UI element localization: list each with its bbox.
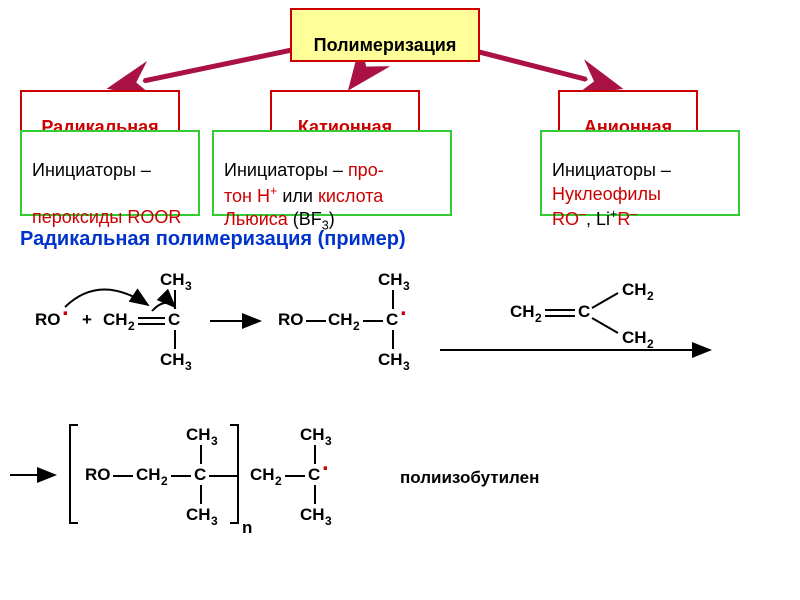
- svg-text:CH: CH: [160, 350, 185, 369]
- svg-text:RO: RO: [278, 310, 304, 329]
- svg-text:C: C: [168, 310, 180, 329]
- svg-text:3: 3: [211, 434, 218, 448]
- svg-text:2: 2: [535, 311, 542, 325]
- svg-text:C: C: [578, 302, 590, 321]
- product-label: полиизобутилен: [400, 468, 539, 487]
- svg-text:CH: CH: [622, 280, 647, 299]
- svg-text:CH: CH: [250, 465, 275, 484]
- svg-text:+: +: [82, 310, 92, 329]
- svg-text:CH: CH: [622, 328, 647, 347]
- svg-text:CH: CH: [300, 425, 325, 444]
- svg-text:CH: CH: [510, 302, 535, 321]
- svg-text:C: C: [308, 465, 320, 484]
- svg-text:C: C: [194, 465, 206, 484]
- svg-text:2: 2: [275, 474, 282, 488]
- svg-text:2: 2: [647, 337, 654, 351]
- init-cationic: Инициаторы – про-тон H+ или кислотаЛьюис…: [212, 130, 452, 216]
- svg-text:2: 2: [128, 319, 135, 333]
- title-box: Полимеризация: [290, 8, 480, 62]
- svg-text:2: 2: [161, 474, 168, 488]
- svg-text:CH: CH: [378, 270, 403, 289]
- svg-text:RO: RO: [35, 310, 61, 329]
- svg-text:3: 3: [211, 514, 218, 528]
- svg-text:.: .: [62, 294, 69, 321]
- svg-text:3: 3: [403, 279, 410, 293]
- svg-text:.: .: [400, 294, 407, 321]
- svg-text:.: .: [322, 449, 329, 476]
- svg-text:CH: CH: [378, 350, 403, 369]
- init-radical: Инициаторы – пероксиды ROOR: [20, 130, 200, 216]
- svg-text:CH: CH: [186, 425, 211, 444]
- svg-text:3: 3: [403, 359, 410, 373]
- title-text: Полимеризация: [314, 35, 457, 55]
- subtitle: Радикальная полимеризация (пример): [20, 228, 406, 251]
- svg-text:C: C: [386, 310, 398, 329]
- svg-text:n: n: [242, 518, 252, 537]
- svg-text:RO: RO: [85, 465, 111, 484]
- svg-text:3: 3: [185, 359, 192, 373]
- svg-text:2: 2: [647, 289, 654, 303]
- init-anionic: Инициаторы – НуклеофилыRO–, Li+R–: [540, 130, 740, 216]
- svg-text:CH: CH: [186, 505, 211, 524]
- svg-text:2: 2: [353, 319, 360, 333]
- svg-text:CH: CH: [103, 310, 128, 329]
- svg-text:3: 3: [325, 514, 332, 528]
- svg-text:CH: CH: [160, 270, 185, 289]
- svg-text:3: 3: [325, 434, 332, 448]
- svg-text:CH: CH: [300, 505, 325, 524]
- svg-text:CH: CH: [328, 310, 353, 329]
- svg-text:3: 3: [185, 279, 192, 293]
- svg-text:CH: CH: [136, 465, 161, 484]
- reaction-scheme: .t { font-family: Arial; font-size: 17px…: [0, 255, 800, 595]
